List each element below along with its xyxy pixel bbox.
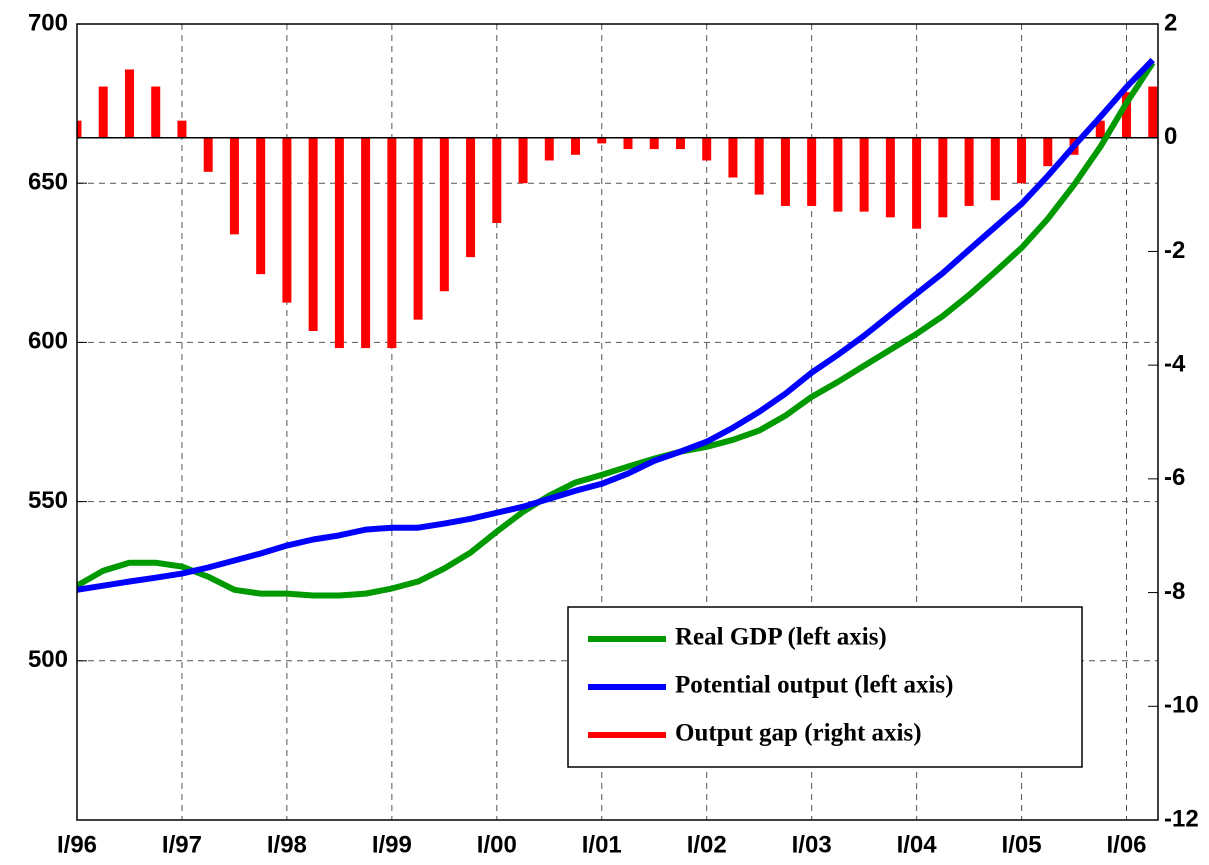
plot-frame xyxy=(76,23,1159,821)
y2-tick-label: -4 xyxy=(1164,350,1186,377)
bar xyxy=(439,137,449,292)
x-tick-label: I/02 xyxy=(687,831,727,858)
line xyxy=(77,57,1155,593)
bar xyxy=(938,137,948,218)
bar xyxy=(544,137,554,161)
y-tick-label: 650 xyxy=(28,169,68,196)
bar xyxy=(1095,120,1105,138)
bar xyxy=(98,86,108,138)
bar xyxy=(203,137,213,172)
bar xyxy=(833,137,843,212)
legend-label: Output gap (right axis) xyxy=(675,720,922,747)
bar xyxy=(308,137,318,332)
bar xyxy=(334,137,344,349)
bar xyxy=(466,137,476,258)
bar xyxy=(229,137,239,235)
y2-tick-label: -6 xyxy=(1164,464,1185,491)
bar xyxy=(728,137,738,178)
x-tick-label: I/03 xyxy=(792,831,832,858)
bar xyxy=(256,137,266,275)
legend-label: Real GDP (left axis) xyxy=(675,624,887,651)
x-tick-label: I/06 xyxy=(1106,831,1146,858)
bar xyxy=(912,137,922,229)
y-tick-label: 600 xyxy=(28,328,68,355)
bar xyxy=(1017,137,1027,184)
x-tick-label: I/00 xyxy=(477,831,517,858)
bar xyxy=(177,120,187,138)
bar xyxy=(124,69,134,138)
y2-tick-label: -12 xyxy=(1164,805,1199,832)
bar xyxy=(885,137,895,218)
bar xyxy=(649,137,659,150)
line xyxy=(77,61,1156,599)
bar xyxy=(1148,86,1158,138)
y2-tick-label: 2 xyxy=(1164,9,1177,36)
x-tick-label: I/01 xyxy=(582,831,622,858)
y2-tick-label: -8 xyxy=(1164,578,1185,605)
bar xyxy=(702,137,712,161)
bar xyxy=(282,137,292,303)
y2-tick-label: 0 xyxy=(1164,123,1177,150)
bar xyxy=(990,137,1000,201)
bar xyxy=(623,137,633,150)
bar xyxy=(780,137,790,206)
y-tick-label: 700 xyxy=(28,9,68,36)
legend-label: Potential output (left axis) xyxy=(675,672,953,699)
x-tick-label: I/04 xyxy=(897,831,938,858)
x-tick-label: I/05 xyxy=(1002,831,1042,858)
bar xyxy=(518,137,528,184)
bar xyxy=(151,86,161,138)
x-tick-label: I/99 xyxy=(372,831,412,858)
bar xyxy=(387,137,397,349)
x-tick-label: I/97 xyxy=(162,831,202,858)
x-tick-label: I/96 xyxy=(57,831,97,858)
bar xyxy=(77,120,82,138)
bar xyxy=(571,137,581,155)
bar xyxy=(597,137,607,144)
x-tick-label: I/98 xyxy=(267,831,307,858)
y-tick-label: 550 xyxy=(28,487,68,514)
bar xyxy=(859,137,869,212)
bar xyxy=(754,137,764,195)
y-tick-label: 500 xyxy=(28,646,68,673)
bar xyxy=(361,137,371,349)
bar xyxy=(964,137,974,206)
bar xyxy=(492,137,502,223)
y2-tick-label: -2 xyxy=(1164,237,1185,264)
bar xyxy=(413,137,423,320)
bar xyxy=(807,137,817,206)
bar xyxy=(1122,92,1132,138)
bar xyxy=(1043,137,1053,167)
bar xyxy=(675,137,685,150)
y2-tick-label: -10 xyxy=(1164,692,1199,719)
